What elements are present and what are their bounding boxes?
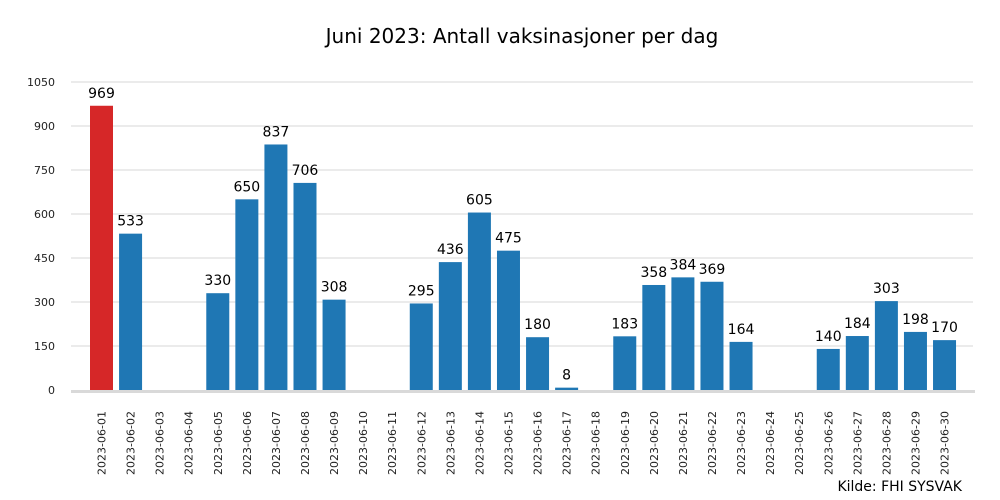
bar <box>874 301 898 390</box>
bar <box>496 250 520 390</box>
x-tick-label: 2023-06-30 <box>939 411 952 475</box>
bar-value-label: 369 <box>699 262 726 278</box>
y-tick-label: 750 <box>34 164 55 177</box>
bar <box>206 293 230 390</box>
x-tick-label: 2023-06-20 <box>648 411 661 475</box>
bar-value-label: 475 <box>495 231 522 247</box>
x-tick-label: 2023-06-26 <box>822 411 835 475</box>
source-note: Kilde: FHI SYSVAK <box>837 479 962 495</box>
x-tick-label: 2023-06-01 <box>96 411 109 475</box>
x-tick-label: 2023-06-29 <box>909 411 922 475</box>
bar <box>264 144 288 390</box>
x-tick-label: 2023-06-21 <box>677 411 690 475</box>
x-tick-label: 2023-06-23 <box>735 411 748 475</box>
x-tick-label: 2023-06-03 <box>154 411 167 475</box>
bar-value-label: 384 <box>670 257 697 273</box>
y-tick-label: 450 <box>34 252 55 265</box>
x-tick-label: 2023-06-13 <box>444 411 457 475</box>
bar <box>322 299 346 390</box>
x-tick-label: 2023-06-05 <box>212 411 225 475</box>
bar-value-label: 650 <box>233 179 260 195</box>
bar-value-label: 605 <box>466 193 493 209</box>
bar-value-label: 198 <box>902 312 929 328</box>
y-tick-label: 0 <box>48 384 55 397</box>
bar <box>526 337 550 390</box>
bar <box>119 233 143 390</box>
bar <box>409 303 433 390</box>
x-tick-label: 2023-06-09 <box>328 411 341 475</box>
bar-value-label: 837 <box>263 124 290 140</box>
bar-value-label: 436 <box>437 242 464 258</box>
x-tick-label: 2023-06-17 <box>561 411 574 475</box>
bar <box>671 277 695 390</box>
bar <box>729 341 753 390</box>
y-tick-label: 300 <box>34 296 55 309</box>
bar <box>816 348 840 390</box>
x-tick-label: 2023-06-16 <box>532 411 545 475</box>
x-tick-label: 2023-06-04 <box>183 411 196 475</box>
bar <box>642 284 666 390</box>
bar <box>700 281 724 390</box>
x-tick-label: 2023-06-07 <box>270 411 283 475</box>
bar-value-label: 184 <box>844 316 871 332</box>
x-tick-label: 2023-06-14 <box>473 411 486 475</box>
bar-value-label: 969 <box>88 86 115 102</box>
bar-value-label: 140 <box>815 329 842 345</box>
bar <box>845 336 869 390</box>
bar <box>933 340 957 390</box>
bar-value-label: 183 <box>611 316 638 332</box>
bar-value-label: 8 <box>562 368 571 384</box>
chart-title: Juni 2023: Antall vaksinasjoner per dag <box>324 24 719 48</box>
bar <box>235 199 259 390</box>
x-tick-label: 2023-06-08 <box>299 411 312 475</box>
x-tick-label: 2023-06-18 <box>590 411 603 475</box>
bar <box>90 105 113 390</box>
y-tick-label: 600 <box>34 208 55 221</box>
bar-value-label: 533 <box>117 214 144 230</box>
x-tick-label: 2023-06-06 <box>241 411 254 475</box>
bar <box>903 331 927 390</box>
bar <box>293 182 317 390</box>
x-tick-label: 2023-06-24 <box>764 411 777 475</box>
bar <box>438 262 462 390</box>
x-tick-label: 2023-06-27 <box>851 411 864 475</box>
x-tick-label: 2023-06-28 <box>880 411 893 475</box>
x-tick-label: 2023-06-22 <box>706 411 719 475</box>
bar-value-label: 358 <box>640 265 667 281</box>
bar-value-label: 164 <box>728 322 755 338</box>
x-tick-label: 2023-06-02 <box>125 411 138 475</box>
y-tick-label: 900 <box>34 120 55 133</box>
bar-value-label: 303 <box>873 281 900 297</box>
bar <box>555 387 579 390</box>
x-tick-label: 2023-06-12 <box>415 411 428 475</box>
x-tick-label: 2023-06-10 <box>357 411 370 475</box>
bar <box>467 212 491 390</box>
bar-value-label: 308 <box>321 280 348 296</box>
x-tick-label: 2023-06-11 <box>386 411 399 475</box>
bar-value-label: 706 <box>292 163 319 179</box>
x-tick-label: 2023-06-15 <box>502 411 515 475</box>
bar-value-label: 295 <box>408 283 435 299</box>
bar <box>613 336 637 390</box>
y-tick-label: 150 <box>34 340 55 353</box>
bar-value-label: 330 <box>204 273 231 289</box>
x-tick-label: 2023-06-19 <box>619 411 632 475</box>
bar-value-label: 180 <box>524 317 551 333</box>
x-tick-label: 2023-06-25 <box>793 411 806 475</box>
bar-value-label: 170 <box>931 320 958 336</box>
y-tick-label: 1050 <box>27 76 55 89</box>
